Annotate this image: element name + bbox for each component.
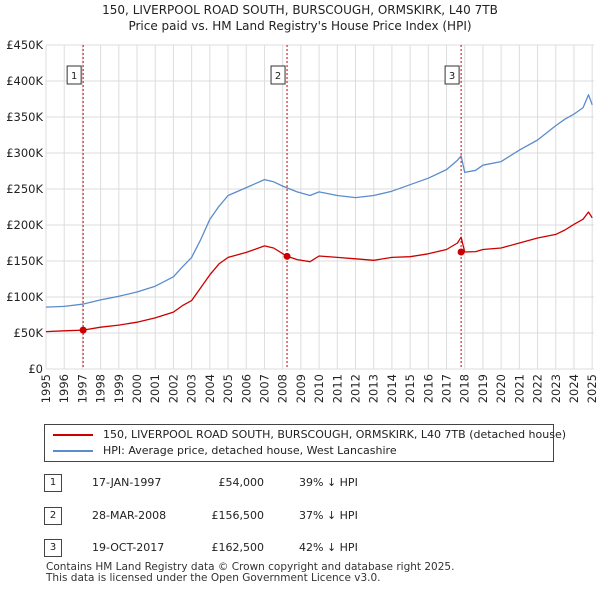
property-price-line	[45, 211, 593, 333]
chart-title: 150, LIVERPOOL ROAD SOUTH, BURSCOUGH, OR…	[102, 3, 498, 17]
x-tick-label: 2003	[185, 374, 199, 403]
x-tick-label: 2018	[458, 374, 472, 403]
axes: £0 £50K £100K £150K £200K £250K £300K £350K £400…	[6, 38, 599, 403]
x-tick-label: 2019	[476, 374, 490, 403]
transaction-hpi: 39% ↓ HPI	[299, 476, 358, 489]
price-chart: £0 £50K £100K £150K £200K £250K £300K £350K £400…	[6, 38, 599, 403]
transaction-date: 28-MAR-2008	[92, 509, 167, 522]
x-tick-label: 2011	[330, 374, 344, 403]
x-tick-label: 2020	[494, 374, 508, 403]
hpi-line	[45, 94, 593, 308]
transaction-number: 1	[44, 474, 62, 492]
transaction-marker-box	[444, 65, 460, 85]
x-tick-label: 2016	[421, 374, 435, 403]
legend: 150, LIVERPOOL ROAD SOUTH, BURSCOUGH, OR…	[44, 424, 566, 462]
x-tick-label: 2017	[440, 374, 454, 403]
y-tick-label: £150K	[6, 254, 43, 268]
footer-copyright: Contains HM Land Registry data © Crown c…	[46, 561, 455, 573]
transaction-price: £54,000	[218, 476, 265, 489]
transaction-hpi: 37% ↓ HPI	[299, 509, 358, 522]
series	[45, 94, 593, 333]
y-tick-label: £50K	[14, 326, 44, 340]
property-line-swatch	[53, 434, 93, 436]
transaction-price: £156,500	[211, 509, 265, 522]
x-tick-label: 2012	[349, 374, 363, 403]
transaction-row: 1 17-JAN-1997 £54,000 39% ↓ HPI	[44, 474, 564, 492]
y-tick-label: £350K	[6, 110, 43, 124]
x-tick-label: 2005	[221, 374, 235, 403]
y-tick-label: £250K	[6, 182, 43, 196]
x-tick-label: 2014	[385, 374, 399, 403]
transaction-marker-label: 2	[275, 71, 281, 82]
grid	[45, 44, 594, 370]
x-tick-label: 2023	[549, 374, 563, 403]
transaction-row: 3 19-OCT-2017 £162,500 42% ↓ HPI	[44, 539, 564, 557]
x-tick-label: 2025	[585, 374, 599, 403]
x-tick-label: 2002	[166, 374, 180, 403]
y-tick-label: £450K	[6, 38, 43, 52]
x-tick-label: 1995	[39, 374, 53, 403]
chart-subtitle: Price paid vs. HM Land Registry's House …	[128, 19, 472, 33]
x-tick-label: 2008	[276, 374, 290, 403]
sale-point	[457, 248, 465, 256]
transaction-marker-label: 3	[449, 71, 455, 82]
sale-point	[79, 326, 87, 334]
x-tick-label: 2004	[203, 374, 217, 403]
legend-hpi-label: HPI: Average price, detached house, West…	[103, 444, 397, 457]
x-tick-label: 2010	[312, 374, 326, 403]
transaction-number: 2	[44, 507, 62, 525]
transaction-hpi: 42% ↓ HPI	[299, 541, 358, 554]
x-tick-label: 2021	[512, 374, 526, 403]
transaction-number: 3	[44, 539, 62, 557]
transaction-date: 19-OCT-2017	[92, 541, 165, 554]
transaction-row: 2 28-MAR-2008 £156,500 37% ↓ HPI	[44, 507, 564, 525]
x-tick-label: 2009	[294, 374, 308, 403]
x-tick-label: 2006	[239, 374, 253, 403]
x-tick-label: 2024	[567, 374, 581, 403]
y-tick-label: £100K	[6, 290, 43, 304]
x-tick-label: 1996	[57, 374, 71, 403]
x-tick-label: 1998	[94, 374, 108, 403]
x-tick-label: 2007	[257, 374, 271, 403]
transaction-markers: 1 2 3	[66, 65, 460, 85]
x-tick-label: 2013	[367, 374, 381, 403]
x-tick-label: 2000	[130, 374, 144, 403]
y-tick-label: £0	[28, 362, 43, 376]
footer-licence: This data is licensed under the Open Gov…	[46, 572, 381, 584]
x-tick-label: 2001	[148, 374, 162, 403]
transaction-date: 17-JAN-1997	[92, 476, 162, 489]
y-tick-label: £200K	[6, 218, 43, 232]
sale-points	[79, 248, 465, 334]
transaction-marker-box	[270, 65, 286, 85]
transaction-price: £162,500	[211, 541, 265, 554]
transaction-marker-label: 1	[71, 71, 77, 82]
transaction-lines	[82, 45, 462, 369]
x-tick-label: 2015	[403, 374, 417, 403]
y-tick-label: £300K	[6, 146, 43, 160]
transaction-marker-box	[66, 65, 82, 85]
x-tick-label: 1997	[75, 374, 89, 403]
x-tick-label: 1999	[112, 374, 126, 403]
x-tick-label: 2022	[531, 374, 545, 403]
legend-property-label: 150, LIVERPOOL ROAD SOUTH, BURSCOUGH, OR…	[103, 428, 567, 441]
y-tick-label: £400K	[6, 74, 43, 88]
hpi-line-swatch	[53, 450, 93, 452]
sale-point	[283, 252, 291, 260]
